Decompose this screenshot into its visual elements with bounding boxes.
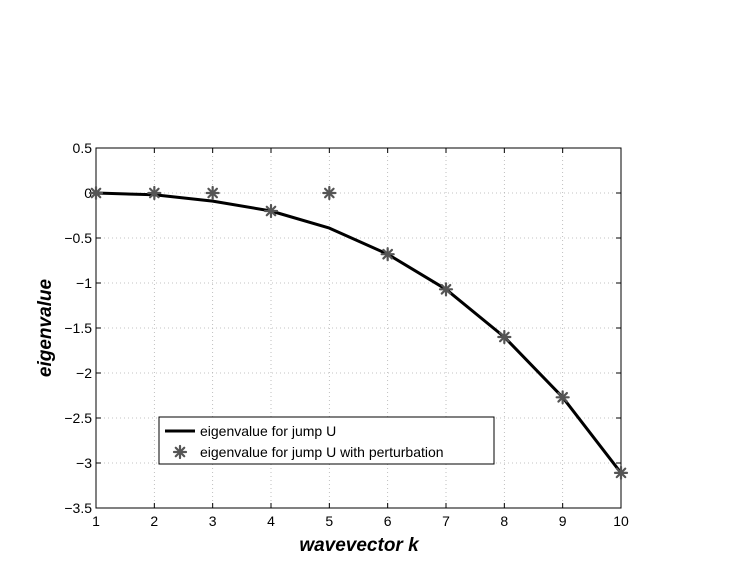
axes-box [95,147,622,509]
x-tick-label: 8 [500,513,508,529]
x-tick-label: 7 [442,513,450,529]
x-tick-label: 9 [559,513,567,529]
perturbation-point [88,185,104,201]
perturbation-point [322,185,337,201]
asterisk-stroke [148,187,160,199]
x-tick-label: 10 [613,513,629,529]
perturbation-point [555,390,570,405]
legend: eigenvalue for jump U eigenvalue for jump… [158,416,495,465]
perturbation-point [613,465,629,480]
plot-area: 1 2 3 4 5 6 7 8 9 10 0.5 0 −0.5 −1 −1.5 −2 −2.5 −3 −3.5 [64,140,629,529]
asterisk-stroke [440,283,452,295]
asterisk-stroke [498,331,510,343]
legend-label: eigenvalue for jump U with perturbation [200,444,444,460]
perturbation-point [205,185,220,201]
y-tick-label: −3 [76,455,92,471]
y-axis-title: eigenvalue [35,278,56,377]
asterisk-stroke [557,391,569,403]
x-axis-title: wavevector k [299,535,420,556]
y-tick-label: 0 [84,185,92,201]
perturbation-point [438,282,454,297]
y-tick-label: 0.5 [73,140,93,156]
asterisk-stroke [323,187,335,199]
asterisk-stroke [615,467,627,479]
asterisk-stroke [265,205,277,217]
legend-box [158,416,495,465]
perturbation-point [497,329,512,345]
y-tick-label: −2.5 [64,410,92,426]
y-tick-label: −0.5 [64,230,92,246]
perturbation-point [147,185,162,201]
x-tick-label: 5 [325,513,333,529]
series-line-jump-u [95,191,623,474]
legend-label: eigenvalue for jump U [200,423,336,439]
asterisk-stroke [382,248,394,260]
x-tick-label: 6 [384,513,392,529]
x-tick-label: 4 [267,513,275,529]
y-tick-label: −3.5 [64,500,92,516]
y-tick-label: −1 [76,275,92,291]
x-tick-label: 2 [150,513,158,529]
asterisk-stroke [90,187,102,199]
perturbation-point [380,247,395,262]
legend-asterisk-swatch [172,444,188,460]
y-tick-label: −2 [76,365,92,381]
x-tick-label: 1 [92,513,100,529]
asterisk-stroke [207,187,219,199]
x-tick-label: 3 [209,513,217,529]
asterisk-stroke [174,446,186,458]
y-tick-label: −1.5 [64,320,92,336]
perturbation-point [263,203,279,219]
